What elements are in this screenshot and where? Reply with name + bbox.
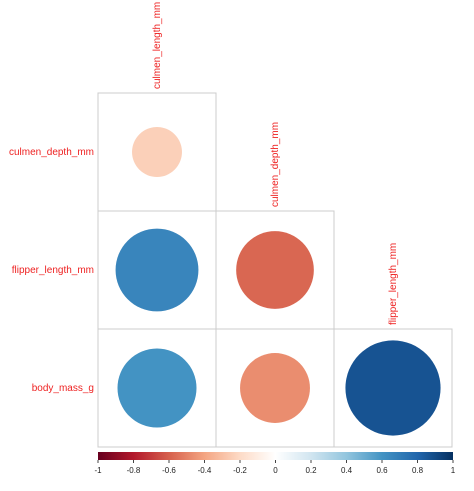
correlation-circle [345,340,441,436]
grid-layer [97,92,453,448]
color-bar [98,452,453,460]
correlation-circle [115,228,199,312]
color-bar-tick-label: 1 [451,466,456,475]
color-bar-tick-label: -0.6 [162,466,176,475]
color-bar-tick-label: 0 [273,466,278,475]
correlation-circle [236,231,314,309]
correlation-circle [132,127,182,177]
color-bar-tick-label: -1 [94,466,102,475]
row-label: flipper_length_mm [12,265,94,276]
row-label: culmen_depth_mm [9,147,94,158]
correlation-circle [240,353,310,423]
column-label: culmen_depth_mm [270,122,281,207]
color-bar-tick-label: 0.6 [376,466,388,475]
column-label: culmen_length_mm [152,2,163,89]
color-bar-tick-label: -0.2 [233,466,247,475]
row-label: body_mass_g [32,383,94,394]
label-layer: culmen_depth_mm flipper_length_mm body_mas… [9,2,399,394]
color-bar-tick-label: 0.4 [341,466,353,475]
correlation-circle [117,348,197,428]
color-bar-tick-label: 0.2 [305,466,317,475]
color-bar-tick-label: -0.4 [198,466,212,475]
column-label: flipper_length_mm [388,243,399,325]
color-bar-tick-label: 0.8 [412,466,424,475]
cell-layer [115,127,441,436]
grid-cell [333,328,453,448]
color-legend: -1 -0.8 -0.6 -0.4 -0.2 0 0.2 0.4 0.6 0.8 1 [94,452,456,475]
color-bar-tick-label: -0.8 [127,466,141,475]
